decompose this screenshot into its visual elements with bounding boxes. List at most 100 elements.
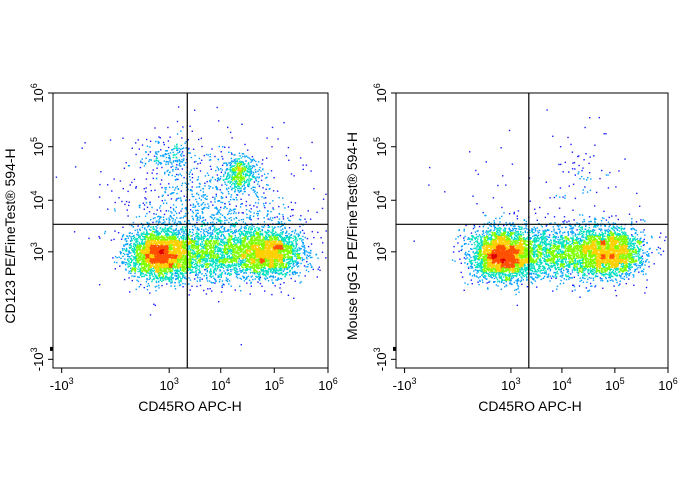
event-dot <box>187 250 190 253</box>
event-dot <box>182 241 184 243</box>
event-dot <box>142 244 145 246</box>
event-dot <box>174 249 176 251</box>
event-dot <box>205 250 207 253</box>
event-dot <box>152 242 154 245</box>
event-dot <box>153 262 156 264</box>
event-dot <box>208 232 210 235</box>
event-dot <box>250 235 253 238</box>
event-dot <box>131 248 134 250</box>
event-dot <box>174 275 176 277</box>
event-dot <box>170 262 172 264</box>
event-dot <box>199 279 201 281</box>
event-dot <box>218 301 220 303</box>
event-dot <box>200 266 203 268</box>
event-dot <box>196 262 198 264</box>
event-dot <box>228 221 230 224</box>
event-dot <box>173 238 175 240</box>
event-dot <box>172 267 174 270</box>
event-dot <box>158 253 160 255</box>
event-dot <box>180 222 182 224</box>
event-dot <box>159 227 161 230</box>
event-dot <box>174 273 176 275</box>
event-dot <box>122 234 125 236</box>
event-dot <box>146 264 148 267</box>
event-dot <box>154 304 156 307</box>
event-dot <box>141 239 144 241</box>
event-dot <box>181 229 183 231</box>
event-dot <box>173 239 175 241</box>
event-dot <box>165 245 167 247</box>
event-dot <box>177 239 180 242</box>
event-dot <box>133 250 135 252</box>
event-dot <box>177 276 179 278</box>
event-dot <box>161 277 164 279</box>
event-dot <box>190 243 192 245</box>
event-dot <box>169 266 171 268</box>
event-dot <box>215 256 218 258</box>
event-dot <box>190 258 192 260</box>
event-dot <box>220 265 223 267</box>
event-dot <box>178 276 180 278</box>
event-dot <box>179 280 181 282</box>
event-dot <box>153 256 155 259</box>
event-dot <box>178 275 180 277</box>
event-dot <box>147 261 150 264</box>
event-dot <box>232 212 235 215</box>
event-dot <box>191 240 193 242</box>
event-dot <box>153 259 155 261</box>
event-dot <box>227 261 229 263</box>
event-dot <box>215 242 217 245</box>
event-dot <box>239 242 241 244</box>
event-dot <box>128 235 131 237</box>
event-dot <box>139 244 141 247</box>
event-dot <box>207 263 209 265</box>
event-dot <box>158 284 160 287</box>
event-dot <box>159 264 161 266</box>
event-dot <box>165 267 168 269</box>
event-dot <box>253 231 255 233</box>
event-dot <box>233 268 235 270</box>
event-dot <box>136 263 138 265</box>
event-dot <box>178 252 180 254</box>
event-dot <box>145 251 147 254</box>
event-dot <box>197 244 199 246</box>
event-dot <box>205 230 207 233</box>
event-dot <box>257 281 259 283</box>
event-dot <box>157 260 159 262</box>
event-dot <box>172 251 174 253</box>
event-dot <box>198 252 200 254</box>
event-dot <box>130 252 132 254</box>
event-dot <box>193 252 196 254</box>
event-dot <box>204 247 206 250</box>
event-dot <box>133 248 135 251</box>
event-dot <box>283 282 285 284</box>
event-dot <box>145 266 148 268</box>
event-dot <box>129 258 131 260</box>
event-dot <box>220 239 222 242</box>
event-dot <box>166 236 168 238</box>
event-dot <box>234 289 236 291</box>
event-dot <box>190 252 193 254</box>
event-dot <box>228 265 231 267</box>
event-dot <box>169 237 171 240</box>
event-dot <box>175 265 177 268</box>
event-dot <box>178 259 181 262</box>
event-dot <box>195 270 197 272</box>
event-dot <box>259 237 261 239</box>
event-dot <box>276 267 278 270</box>
event-dot <box>171 250 174 253</box>
event-dot <box>165 244 167 246</box>
event-dot <box>185 278 187 280</box>
event-dot <box>134 262 136 264</box>
event-dot <box>220 274 222 276</box>
event-dot <box>150 244 153 246</box>
event-dot <box>179 222 181 225</box>
event-dot <box>197 253 199 255</box>
event-dot <box>204 246 206 249</box>
event-dot <box>194 259 196 261</box>
event-dot <box>153 228 155 230</box>
event-dot <box>196 233 198 235</box>
event-dot <box>160 239 162 241</box>
event-dot <box>171 244 173 246</box>
event-dot <box>142 259 145 261</box>
